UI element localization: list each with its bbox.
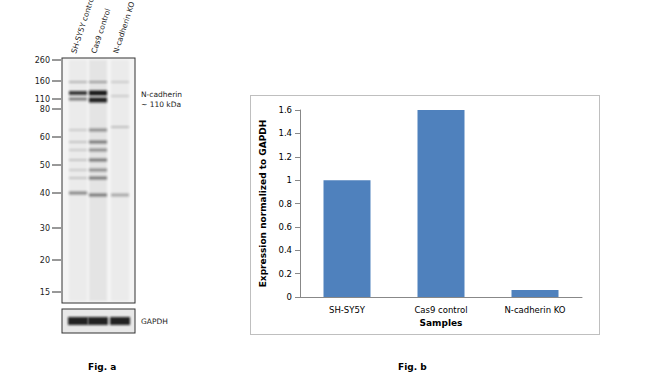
svg-text:80: 80 — [40, 105, 50, 114]
svg-text:1: 1 — [287, 175, 292, 185]
svg-text:40: 40 — [40, 189, 50, 198]
svg-text:Cas9 control: Cas9 control — [89, 7, 112, 54]
svg-text:1.4: 1.4 — [278, 128, 292, 138]
html-text:Fig. b: Fig. b — [398, 362, 427, 372]
svg-text:N-cadherin: N-cadherin — [141, 90, 182, 99]
svg-text:Expression normalized to GAPDH: Expression normalized to GAPDH — [258, 120, 268, 288]
svg-text:15: 15 — [40, 288, 50, 297]
svg-text:30: 30 — [40, 224, 50, 233]
svg-text:N-cadherin KO: N-cadherin KO — [111, 1, 136, 55]
svg-text:Samples: Samples — [420, 318, 463, 328]
svg-text:0.6: 0.6 — [278, 222, 292, 232]
svg-text:20: 20 — [40, 256, 50, 265]
svg-text:Cas9 control: Cas9 control — [414, 305, 467, 315]
svg-text:SH-SY5Y: SH-SY5Y — [329, 305, 366, 315]
svg-text:110: 110 — [35, 95, 50, 104]
svg-text:N-cadherin KO: N-cadherin KO — [504, 305, 565, 315]
svg-text:GAPDH: GAPDH — [141, 317, 168, 326]
svg-text:1.2: 1.2 — [278, 152, 292, 162]
svg-text:1.6: 1.6 — [278, 105, 292, 115]
svg-text:60: 60 — [40, 133, 50, 142]
svg-text:0.8: 0.8 — [278, 199, 292, 209]
svg-text:260: 260 — [35, 56, 50, 65]
svg-text:0.2: 0.2 — [278, 269, 292, 279]
svg-text:~ 110 kDa: ~ 110 kDa — [141, 100, 181, 109]
svg-text:50: 50 — [40, 161, 50, 170]
svg-text:0.4: 0.4 — [278, 245, 292, 255]
html-text:Fig. a: Fig. a — [88, 362, 117, 372]
svg-text:0: 0 — [287, 292, 292, 302]
svg-text:160: 160 — [35, 77, 50, 86]
